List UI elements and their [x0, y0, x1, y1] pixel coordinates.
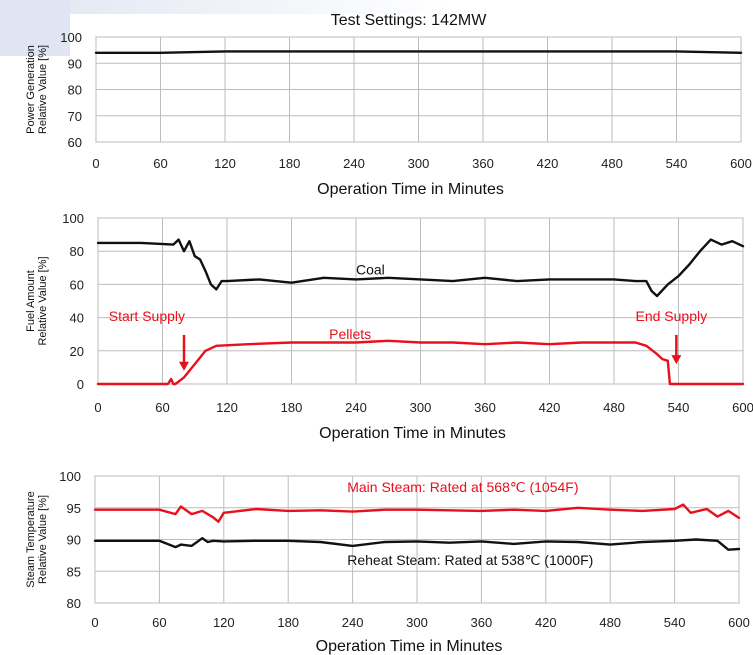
y-axis-label: Power GenerationRelative Value [%]	[25, 45, 49, 134]
x-tick-label: 360	[472, 156, 494, 171]
x-tick-label: 60	[155, 400, 169, 415]
slide-background-strip	[0, 0, 753, 14]
y-tick-label: 80	[67, 596, 81, 611]
x-tick-label: 600	[732, 400, 753, 415]
x-tick-label: 540	[666, 156, 688, 171]
x-tick-label: 180	[277, 615, 299, 630]
x-tick-label: 0	[91, 615, 98, 630]
series-line-2	[93, 537, 741, 551]
y-tick-label: 95	[67, 501, 81, 516]
chart-3: 0 60 120 180 240 300 360 420 480 540 600 80 85 90 95 10…	[25, 469, 750, 655]
x-tick-label: 480	[599, 615, 621, 630]
y-axis-label: Steam TemperatureRelative Value [%]	[25, 491, 49, 587]
x-tick-label: 420	[535, 615, 557, 630]
y-tick-label: 90	[68, 56, 82, 71]
y-tick-label: 20	[70, 344, 84, 359]
annotation-arrow-head	[179, 361, 189, 371]
annotation-label: Reheat Steam: Rated at 538℃ (1000F)	[347, 552, 593, 568]
x-tick-label: 120	[214, 156, 236, 171]
annotation-label: Main Steam: Rated at 568℃ (1054F)	[347, 479, 578, 495]
y-tick-label: 60	[68, 135, 82, 150]
x-tick-label: 60	[152, 615, 166, 630]
x-tick-label: 240	[342, 615, 364, 630]
x-tick-label: 300	[408, 156, 430, 171]
y-axis-label-line: Steam Temperature	[25, 491, 37, 587]
y-tick-label: 90	[67, 533, 81, 548]
x-tick-label: 0	[94, 400, 101, 415]
x-tick-label: 480	[601, 156, 623, 171]
annotation-label: Coal	[356, 261, 385, 277]
annotation-label: Start Supply	[109, 308, 185, 324]
y-tick-label: 0	[77, 377, 84, 392]
x-tick-label: 360	[474, 400, 496, 415]
series-line-1	[93, 503, 741, 523]
y-tick-label: 70	[68, 109, 82, 124]
chart-1: 0 60 120 180 240 300 360 420 480 540 600 60 70 80 90 10…	[25, 12, 752, 198]
x-tick-label: 120	[213, 615, 235, 630]
x-tick-label: 120	[216, 400, 238, 415]
x-tick-label: 600	[728, 615, 750, 630]
x-tick-label: 300	[410, 400, 432, 415]
series-line-1	[94, 50, 743, 54]
slide-corner-tab	[0, 0, 70, 56]
y-tick-label: 100	[59, 469, 81, 484]
x-tick-label: 300	[406, 615, 428, 630]
y-axis-label: Fuel AmountRelative Value [%]	[25, 256, 49, 345]
series-line-1	[96, 238, 745, 298]
y-axis-label-line: Fuel Amount	[25, 270, 37, 332]
x-tick-label: 600	[730, 156, 752, 171]
x-axis-label: Operation Time in Minutes	[316, 638, 503, 655]
y-axis-label-line: Relative Value [%]	[37, 256, 49, 345]
x-tick-label: 420	[537, 156, 559, 171]
x-tick-label: 540	[668, 400, 690, 415]
y-axis-label-line: Relative Value [%]	[37, 495, 49, 584]
x-tick-label: 240	[345, 400, 367, 415]
annotation-label: Pellets	[329, 326, 371, 342]
x-tick-label: 540	[664, 615, 686, 630]
y-tick-label: 100	[62, 211, 84, 226]
chart-title: Test Settings: 142MW	[331, 12, 488, 29]
x-tick-label: 240	[343, 156, 365, 171]
y-tick-label: 60	[70, 277, 84, 292]
x-tick-label: 180	[279, 156, 301, 171]
x-axis-label: Operation Time in Minutes	[319, 425, 506, 442]
chart-2: 0 60 120 180 240 300 360 420 480 540 600 0 20 40 60 80 1…	[25, 211, 753, 442]
annotation-label: End Supply	[636, 308, 708, 324]
x-axis-label: Operation Time in Minutes	[317, 181, 504, 198]
y-tick-label: 100	[60, 30, 82, 45]
y-axis-label-line: Power Generation	[25, 45, 37, 134]
x-tick-label: 0	[92, 156, 99, 171]
x-tick-label: 420	[539, 400, 561, 415]
x-tick-label: 180	[281, 400, 303, 415]
annotation-arrow-head	[671, 355, 682, 365]
y-axis-label-line: Relative Value [%]	[37, 45, 49, 134]
x-tick-label: 60	[153, 156, 167, 171]
y-tick-label: 85	[67, 564, 81, 579]
series-line-2	[96, 339, 745, 386]
y-tick-label: 80	[68, 83, 82, 98]
x-tick-label: 480	[603, 400, 625, 415]
y-tick-label: 80	[70, 244, 84, 259]
x-tick-label: 360	[471, 615, 493, 630]
y-tick-label: 40	[70, 311, 84, 326]
